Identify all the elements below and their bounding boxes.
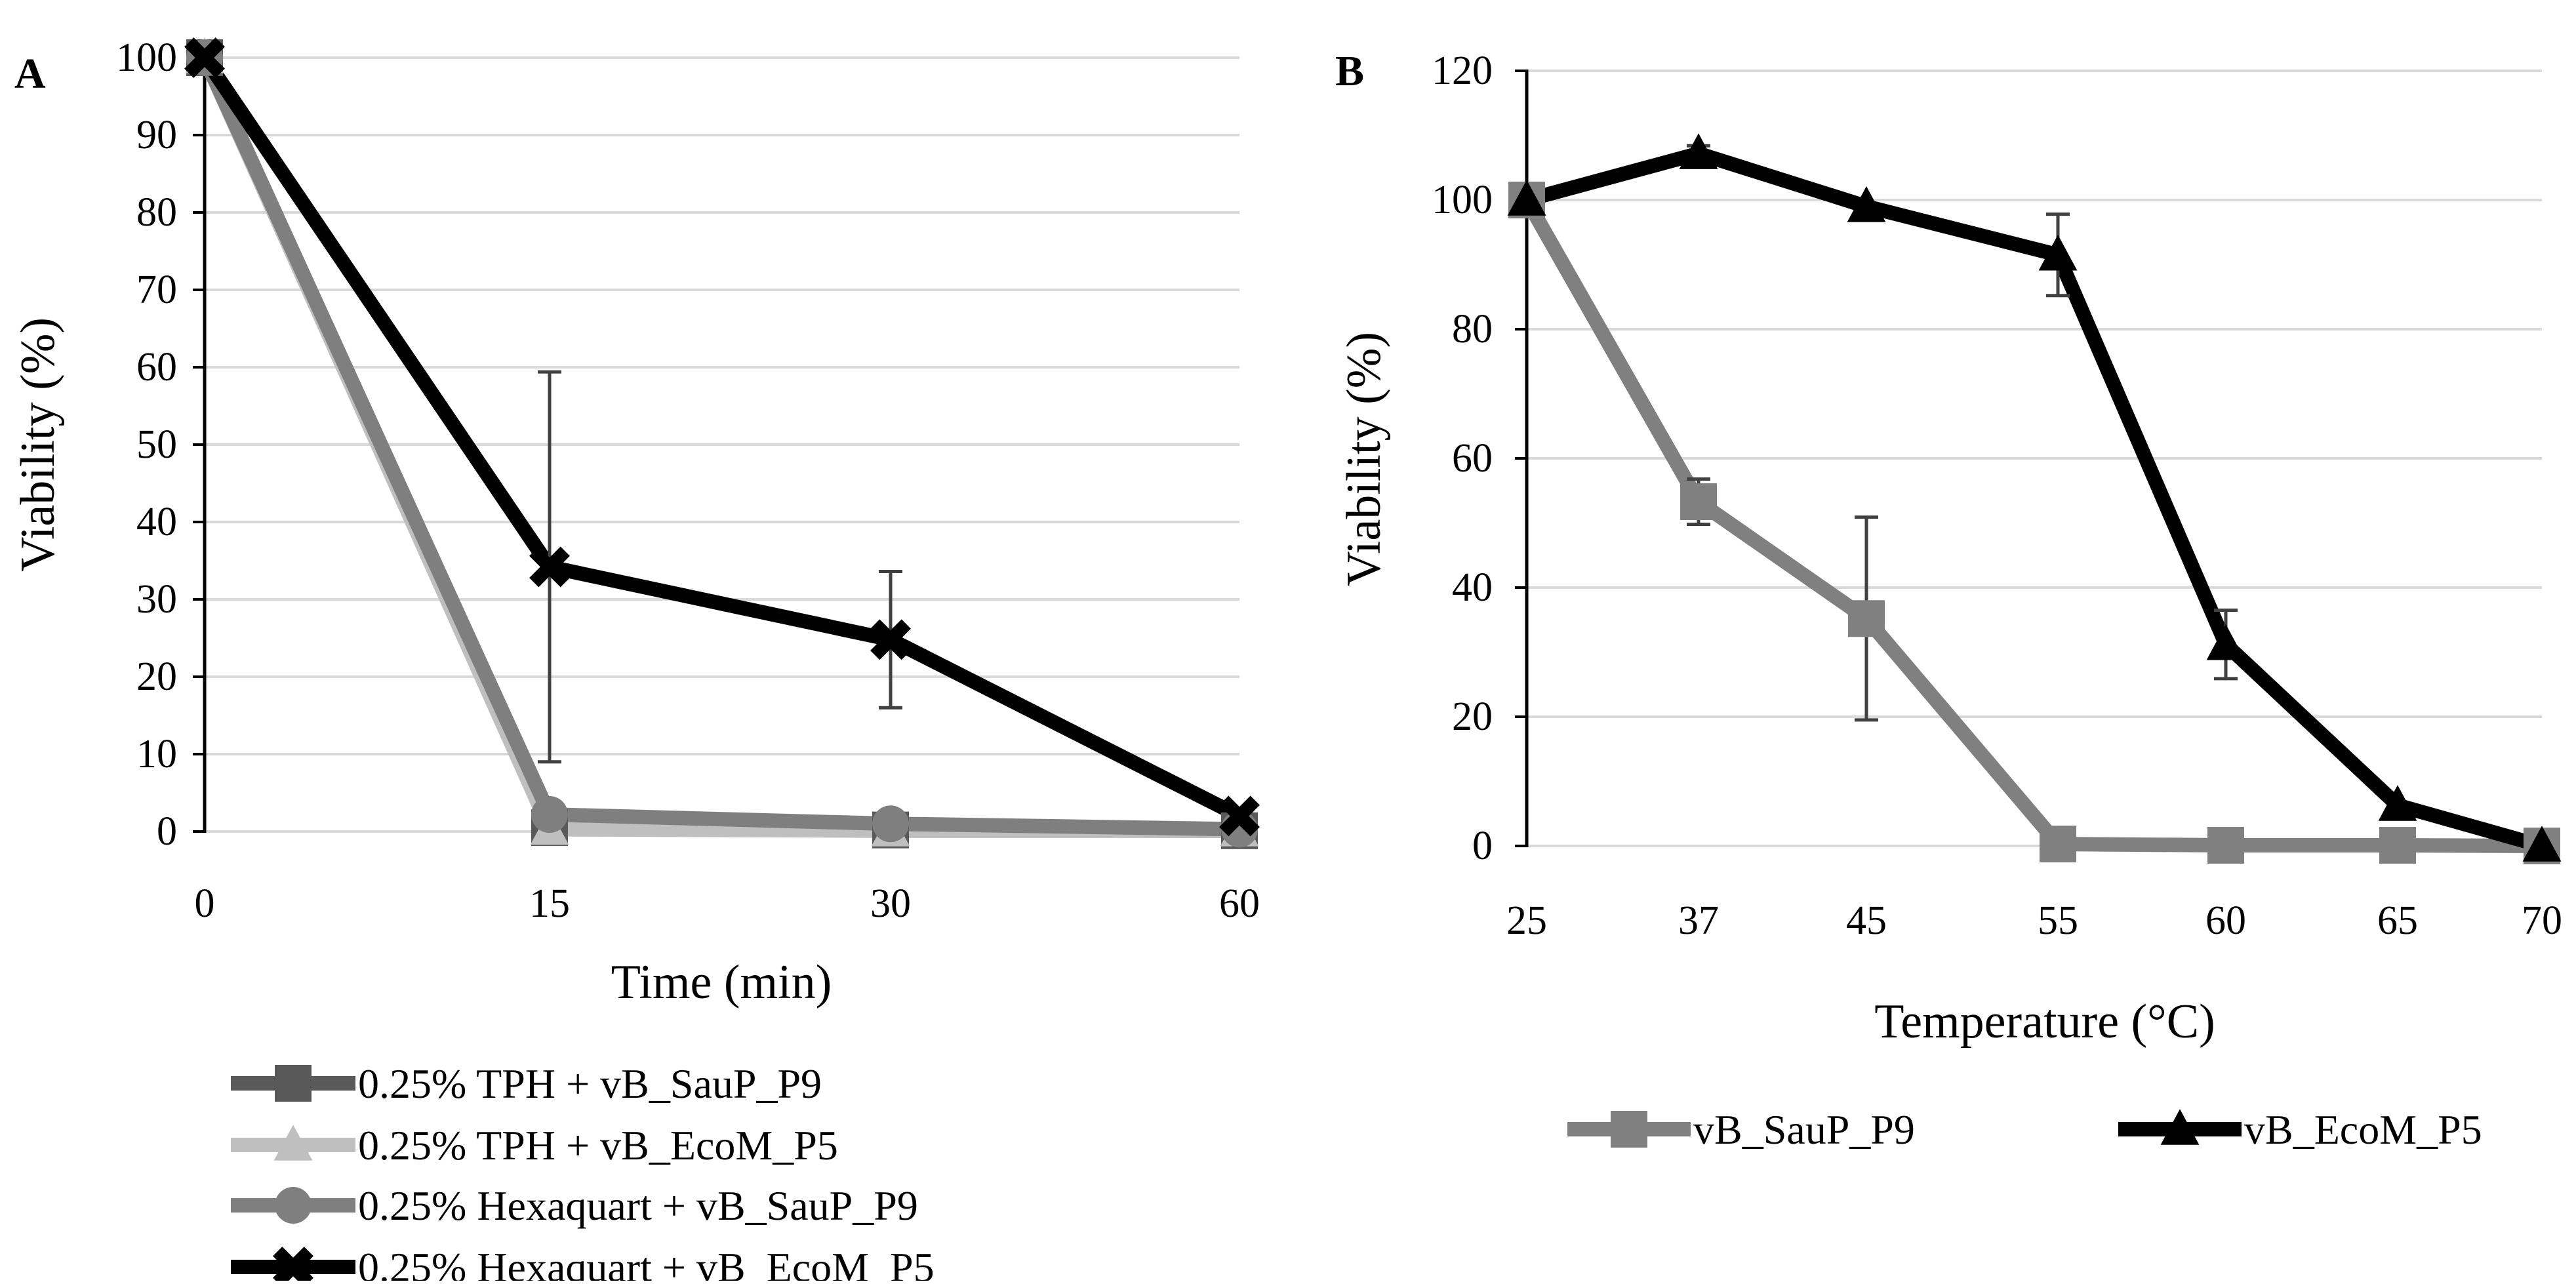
data-point xyxy=(1219,795,1260,837)
x-axis-title: Time (min) xyxy=(611,955,832,1009)
y-tick-label: 20 xyxy=(136,654,177,699)
x-tick-label: 65 xyxy=(2377,898,2418,943)
legend-label: 0.25% TPH + vB_SauP_P9 xyxy=(358,1060,822,1107)
legend-item: vB_EcoM_P5 xyxy=(2118,1106,2482,1153)
legend-label: 0.25% Hexaquart + vB_EcoM_P5 xyxy=(358,1244,935,1281)
x-tick-label: 60 xyxy=(2205,898,2246,943)
data-point xyxy=(2206,624,2245,660)
data-point xyxy=(529,546,570,588)
x-tick-label: 70 xyxy=(2522,898,2562,943)
x-tick-label: 37 xyxy=(1678,898,1719,943)
panel-label: B xyxy=(1335,47,1364,95)
y-axis-title: Viability (%) xyxy=(11,317,65,572)
y-tick-label: 60 xyxy=(136,345,177,390)
legend-item: 0.25% TPH + vB_EcoM_P5 xyxy=(231,1122,838,1169)
y-tick-label: 100 xyxy=(1432,178,1493,222)
data-point xyxy=(2038,234,2078,271)
legend: vB_SauP_P9 vB_EcoM_P5 xyxy=(1567,1106,2482,1153)
data-point xyxy=(184,37,225,78)
x-tick-label: 45 xyxy=(1846,898,1887,943)
legend-label: 0.25% Hexaquart + vB_SauP_P9 xyxy=(358,1182,918,1229)
data-point xyxy=(1507,180,1546,216)
y-tick-label: 40 xyxy=(136,500,177,544)
x-tick-label: 60 xyxy=(1219,881,1260,926)
legend-marker xyxy=(273,1125,313,1161)
data-point xyxy=(2379,827,2416,864)
data-point xyxy=(1847,186,1886,222)
y-tick-label: 10 xyxy=(136,732,177,776)
y-tick-label: 70 xyxy=(136,268,177,312)
y-tick-label: 50 xyxy=(136,422,177,467)
y-tick-label: 100 xyxy=(116,35,177,80)
x-tick-label: 55 xyxy=(2038,898,2078,943)
x-tick-label: 25 xyxy=(1506,898,1547,943)
x-tick-label: 15 xyxy=(529,881,570,926)
data-point xyxy=(1680,483,1717,520)
y-tick-label: 30 xyxy=(136,577,177,622)
series-line-1 xyxy=(1525,146,2544,853)
x-tick-label: 30 xyxy=(870,881,911,926)
legend-item: 0.25% Hexaquart + vB_EcoM_P5 xyxy=(231,1244,935,1284)
legend-item: 0.25% Hexaquart + vB_SauP_P9 xyxy=(231,1182,918,1229)
legend-item: 0.25% TPH + vB_SauP_P9 xyxy=(231,1060,822,1107)
legend-label: vB_EcoM_P5 xyxy=(2244,1106,2482,1153)
series-line-3 xyxy=(198,53,1243,823)
y-tick-label: 40 xyxy=(1452,565,1493,610)
data-point xyxy=(2378,785,2417,821)
x-tick-label: 0 xyxy=(195,881,215,926)
legend-label: vB_SauP_P9 xyxy=(1693,1106,1915,1153)
data-point xyxy=(872,805,909,843)
data-point xyxy=(870,619,911,660)
x-axis-title: Temperature (°C) xyxy=(1874,995,2215,1049)
panel-label: A xyxy=(14,50,46,98)
data-point xyxy=(1679,133,1718,169)
y-tick-label: 120 xyxy=(1432,49,1493,93)
y-tick-label: 60 xyxy=(1452,436,1493,481)
legend-marker xyxy=(273,1247,313,1284)
series-line-0 xyxy=(1520,196,2543,853)
series-line-2 xyxy=(197,54,1240,837)
y-tick-label: 0 xyxy=(157,809,177,854)
y-tick-label: 80 xyxy=(1452,307,1493,351)
data-point xyxy=(2522,826,2562,862)
y-tick-label: 90 xyxy=(136,113,177,157)
chart-panel-a: 0 10 20 30 40 50 60 70 80 90 100 0 15 30 60 Time (min) V… xyxy=(11,35,1260,1284)
legend-marker xyxy=(2160,1109,2200,1145)
legend-marker xyxy=(1611,1111,1647,1148)
y-tick-label: 80 xyxy=(136,190,177,235)
data-point xyxy=(1848,600,1885,637)
y-tick-label: 20 xyxy=(1452,694,1493,739)
y-tick-label: 0 xyxy=(1472,824,1493,868)
legend-marker xyxy=(275,1065,312,1102)
legend-label: 0.25% TPH + vB_EcoM_P5 xyxy=(358,1122,838,1169)
data-point xyxy=(531,796,568,833)
data-point xyxy=(2207,827,2244,864)
y-axis-title: Viability (%) xyxy=(1337,332,1391,586)
data-point xyxy=(2040,826,2076,863)
legend-item: vB_SauP_P9 xyxy=(1567,1106,1915,1153)
chart-panel-b: 0 20 40 60 80 100 120 25 37 45 55 60 65 70 Temperature… xyxy=(1335,47,2562,1153)
legend: 0.25% TPH + vB_SauP_P9 0.25% TPH + vB_Eco… xyxy=(231,1060,935,1284)
legend-marker xyxy=(275,1187,312,1224)
